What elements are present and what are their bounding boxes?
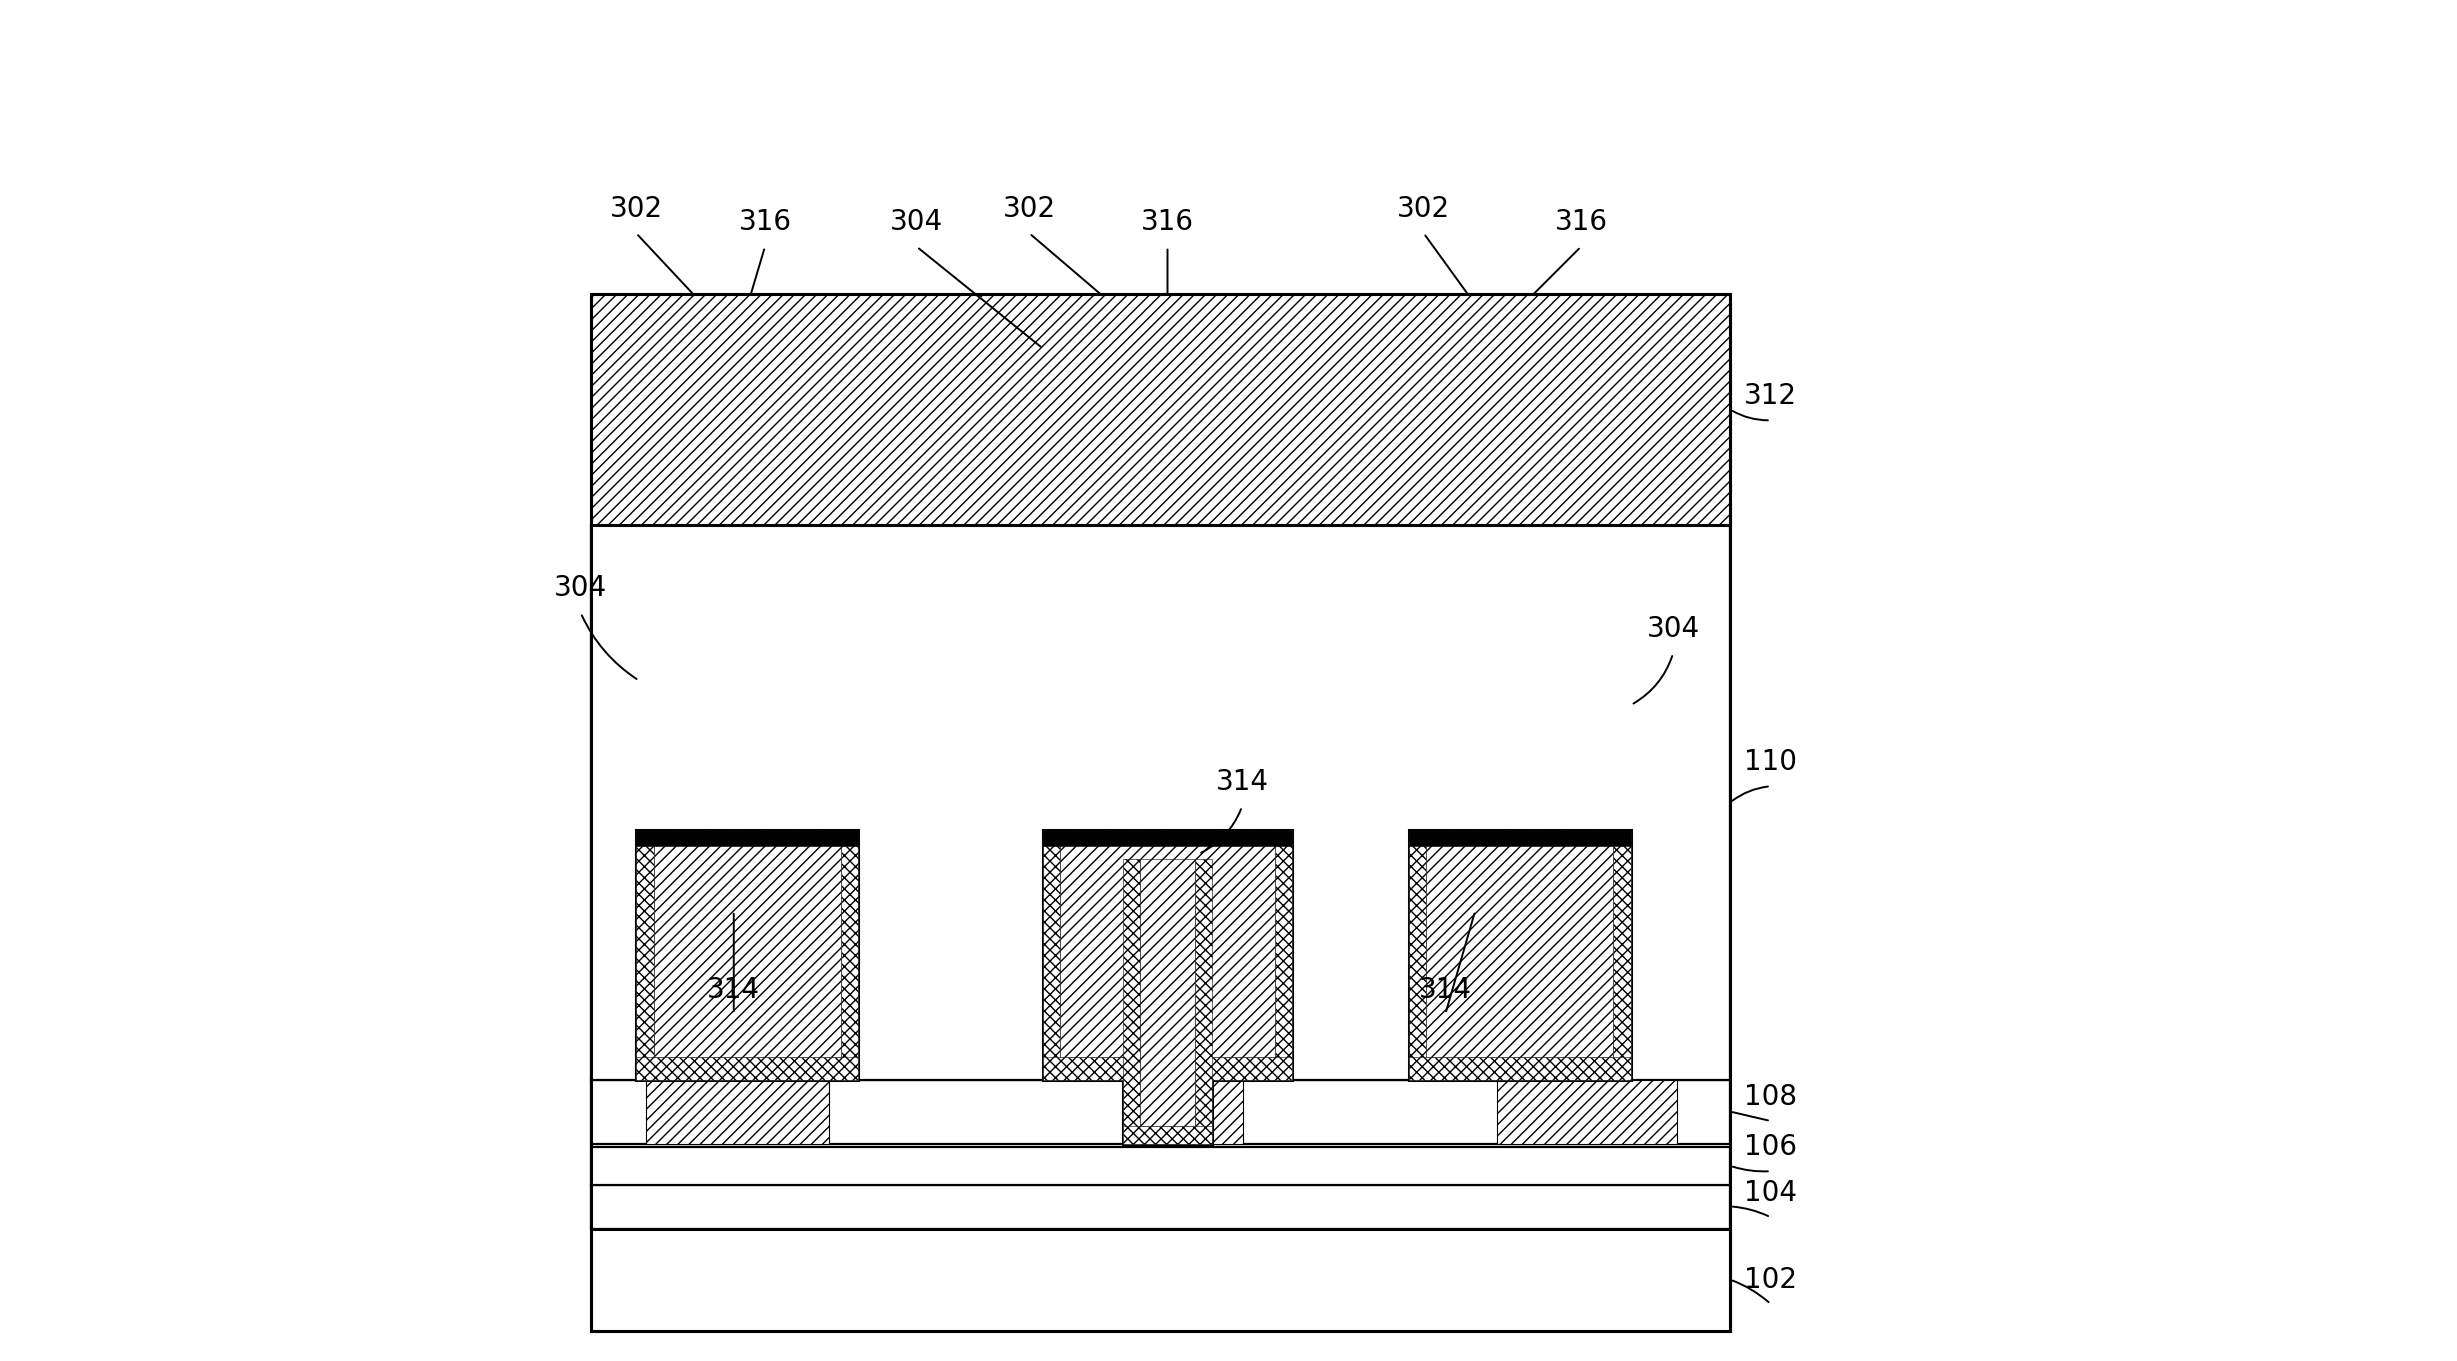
Text: 314: 314	[1418, 976, 1472, 1003]
Bar	[592, 524, 1730, 1081]
Bar	[1042, 830, 1061, 1081]
Bar	[1125, 1081, 1243, 1145]
Bar	[1614, 830, 1631, 1081]
Bar	[1061, 830, 1275, 1057]
Text: 110: 110	[1744, 747, 1796, 776]
Text: 314: 314	[708, 976, 759, 1003]
Text: 312: 312	[1744, 382, 1796, 410]
Bar	[1408, 830, 1631, 847]
Bar	[1042, 830, 1292, 1081]
Bar	[592, 294, 1730, 524]
Text: 316: 316	[1555, 208, 1607, 237]
Text: 106: 106	[1744, 1132, 1796, 1161]
Text: 304: 304	[889, 208, 943, 237]
Text: 302: 302	[1398, 195, 1450, 223]
Text: 304: 304	[553, 574, 607, 603]
Bar	[1140, 859, 1194, 1127]
Text: 316: 316	[740, 208, 791, 237]
Bar	[1194, 859, 1211, 1145]
Bar	[1123, 1127, 1211, 1145]
Bar	[646, 1081, 828, 1145]
Bar	[1042, 1057, 1292, 1081]
Text: 302: 302	[609, 195, 663, 223]
Bar	[592, 1229, 1730, 1331]
Bar	[1123, 859, 1140, 1145]
Bar	[592, 1147, 1730, 1184]
Bar	[1408, 830, 1631, 1081]
Text: 316: 316	[1140, 208, 1194, 237]
Bar	[592, 294, 1730, 1331]
Bar	[592, 1081, 1730, 1145]
Bar	[1408, 830, 1428, 1081]
Bar	[636, 1057, 857, 1081]
Bar	[636, 830, 654, 1081]
Text: 104: 104	[1744, 1179, 1796, 1207]
Bar	[592, 1184, 1730, 1229]
Bar	[1428, 830, 1614, 1057]
Bar	[1042, 830, 1292, 847]
Text: 304: 304	[1646, 615, 1700, 642]
Text: 302: 302	[1002, 195, 1057, 223]
Bar	[1123, 859, 1211, 1145]
Text: 102: 102	[1744, 1266, 1796, 1293]
Text: 314: 314	[1216, 768, 1268, 796]
Bar	[636, 830, 857, 1081]
Bar	[840, 830, 857, 1081]
Bar	[636, 830, 857, 847]
Bar	[1496, 1081, 1678, 1145]
Bar	[654, 830, 840, 1057]
Bar	[1408, 1057, 1631, 1081]
Text: 108: 108	[1744, 1082, 1796, 1111]
Bar	[1275, 830, 1292, 1081]
